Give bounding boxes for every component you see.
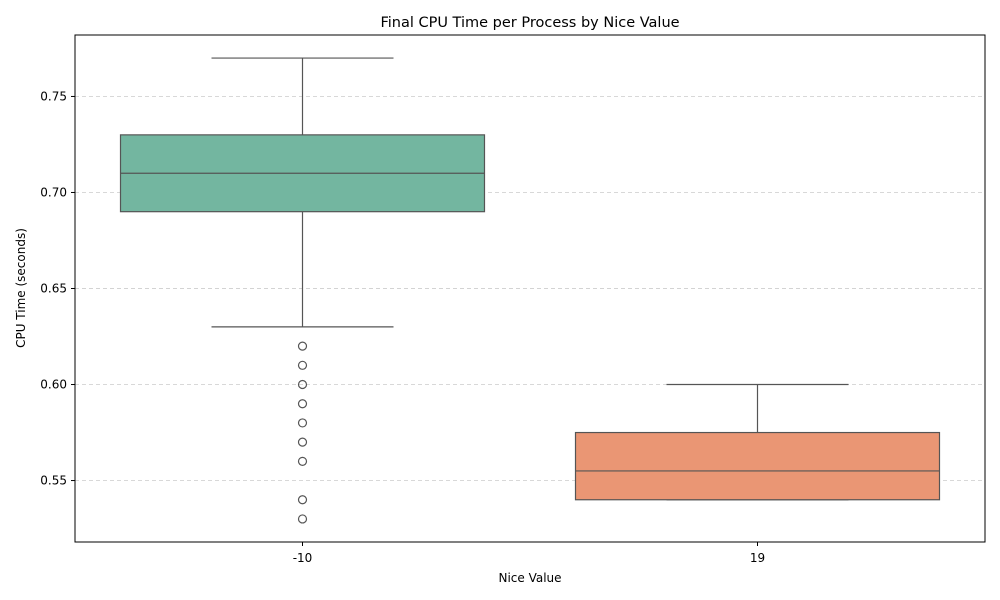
outlier-point — [297, 418, 308, 428]
y-axis-ticks: 0.55 0.60 0.65 0.70 0.75 — [40, 89, 75, 488]
box-group — [119, 57, 486, 524]
y-tick-label: 0.70 — [40, 185, 67, 199]
chart-title: Final CPU Time per Process by Nice Value — [380, 15, 679, 31]
outlier-point — [297, 514, 308, 524]
y-tick-label: 0.55 — [40, 474, 67, 488]
y-tick-label: 0.65 — [40, 282, 67, 296]
y-tick-label: 0.60 — [40, 378, 67, 392]
x-axis-label: Nice Value — [498, 571, 561, 585]
outlier-point — [297, 495, 308, 505]
outlier-point — [297, 341, 308, 351]
y-tick-label: 0.75 — [40, 89, 67, 103]
boxes — [119, 57, 941, 524]
y-axis-label: CPU Time (seconds) — [14, 228, 28, 348]
outlier-point — [297, 379, 308, 390]
outlier-point — [297, 456, 308, 466]
outlier-point — [297, 437, 308, 447]
x-axis-ticks: -10 19 — [293, 542, 765, 565]
box-group — [574, 383, 941, 501]
x-tick-label: 19 — [750, 551, 765, 565]
outlier-point — [297, 399, 308, 409]
outlier-point — [297, 360, 308, 370]
iqr-box — [574, 431, 941, 501]
x-tick-label: -10 — [293, 551, 313, 565]
